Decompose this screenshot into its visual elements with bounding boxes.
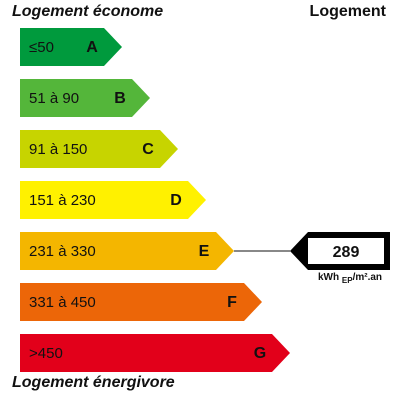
footer-inefficient-label: Logement énergivore: [12, 374, 175, 391]
header-dwelling-label: Logement: [309, 3, 386, 20]
range-label-g: >450: [29, 345, 63, 362]
indicator-value-box: [308, 238, 384, 264]
rating-bar-c: 91 à 150 C: [20, 130, 178, 168]
range-label-d: 151 à 230: [29, 192, 96, 209]
rating-bar-a: ≤50 A: [20, 28, 122, 66]
rating-bar-f: 331 à 450 F: [20, 283, 262, 321]
bar-shape-d: [20, 181, 206, 219]
range-label-a: ≤50: [29, 39, 54, 56]
bar-shape-g: [20, 334, 290, 372]
unit-tail: /m².an: [352, 272, 383, 283]
indicator-unit: kWh EP/m².an: [318, 272, 382, 285]
header-efficient-label: Logement économe: [12, 3, 164, 20]
rating-bar-d: 151 à 230 D: [20, 181, 206, 219]
class-letter-c: C: [142, 141, 154, 158]
bar-shape-f: [20, 283, 262, 321]
bar-shape-a: [20, 28, 122, 66]
class-letter-d: D: [170, 192, 182, 209]
unit-main: kWh: [318, 272, 340, 283]
range-label-b: 51 à 90: [29, 90, 79, 107]
bar-shape-c: [20, 130, 178, 168]
rating-bar-e: 231 à 330 E: [20, 232, 234, 270]
class-letter-f: F: [227, 294, 237, 311]
range-label-f: 331 à 450: [29, 294, 96, 311]
indicator-value: 289: [333, 244, 360, 261]
bar-shape-b: [20, 79, 150, 117]
rating-bar-b: 51 à 90 B: [20, 79, 150, 117]
unit-sub: EP: [341, 276, 353, 285]
class-letter-a: A: [86, 39, 98, 56]
rating-bar-g: >450 G: [20, 334, 290, 372]
bar-shape-e: [20, 232, 234, 270]
range-label-e: 231 à 330: [29, 243, 96, 260]
class-letter-b: B: [114, 90, 126, 107]
class-letter-e: E: [199, 243, 210, 260]
range-label-c: 91 à 150: [29, 141, 87, 158]
class-letter-g: G: [254, 345, 266, 362]
